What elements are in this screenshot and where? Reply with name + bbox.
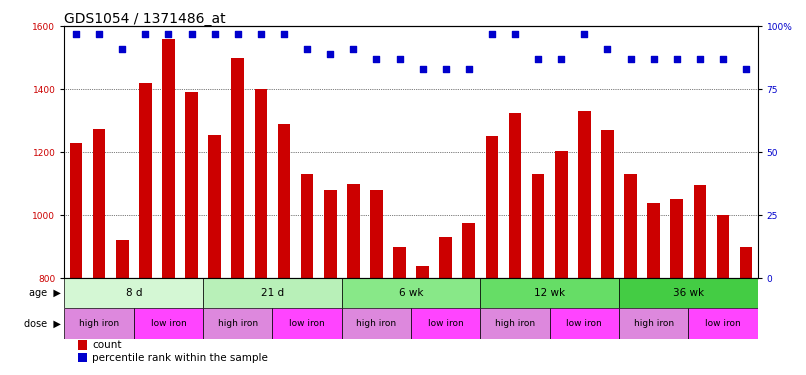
Point xyxy=(370,56,383,62)
Text: high iron: high iron xyxy=(218,319,258,328)
Point xyxy=(463,66,476,72)
Point xyxy=(301,46,314,52)
Point xyxy=(532,56,545,62)
Bar xyxy=(393,247,406,278)
Text: low iron: low iron xyxy=(151,319,186,328)
Bar xyxy=(134,308,203,339)
Bar xyxy=(693,185,706,278)
Bar xyxy=(324,190,337,278)
Point xyxy=(416,66,429,72)
Bar xyxy=(78,340,87,350)
Text: percentile rank within the sample: percentile rank within the sample xyxy=(92,353,268,363)
Bar xyxy=(64,308,134,339)
Bar xyxy=(578,111,591,278)
Bar xyxy=(208,135,221,278)
Bar xyxy=(139,83,152,278)
Text: low iron: low iron xyxy=(705,319,741,328)
Point xyxy=(162,31,175,37)
Point xyxy=(647,56,660,62)
Point xyxy=(277,31,290,37)
Bar xyxy=(485,136,498,278)
Bar xyxy=(277,124,290,278)
Bar xyxy=(619,278,758,308)
Bar xyxy=(480,278,619,308)
Bar xyxy=(717,215,729,278)
Bar xyxy=(411,308,480,339)
Point xyxy=(509,31,521,37)
Bar xyxy=(342,278,480,308)
Point xyxy=(601,46,614,52)
Bar xyxy=(619,308,688,339)
Bar xyxy=(671,200,683,278)
Bar xyxy=(624,174,637,278)
Text: high iron: high iron xyxy=(79,319,119,328)
Bar xyxy=(231,58,244,278)
Point xyxy=(208,31,221,37)
Text: count: count xyxy=(92,340,122,350)
Bar xyxy=(203,278,342,308)
Point xyxy=(717,56,729,62)
Text: low iron: low iron xyxy=(289,319,325,328)
Bar xyxy=(370,190,383,278)
Text: low iron: low iron xyxy=(428,319,463,328)
Text: high iron: high iron xyxy=(356,319,397,328)
Bar xyxy=(688,308,758,339)
Bar xyxy=(601,130,614,278)
Text: GDS1054 / 1371486_at: GDS1054 / 1371486_at xyxy=(64,12,226,26)
Point xyxy=(347,46,359,52)
Text: low iron: low iron xyxy=(567,319,602,328)
Text: high iron: high iron xyxy=(495,319,535,328)
Text: 21 d: 21 d xyxy=(261,288,284,298)
Point xyxy=(324,51,337,57)
Bar xyxy=(301,174,314,278)
Point xyxy=(485,31,498,37)
Text: 12 wk: 12 wk xyxy=(534,288,565,298)
Point xyxy=(93,31,106,37)
Point xyxy=(693,56,706,62)
Point xyxy=(578,31,591,37)
Bar xyxy=(463,223,476,278)
Bar xyxy=(555,151,567,278)
Point xyxy=(255,31,268,37)
Bar xyxy=(509,113,521,278)
Bar xyxy=(255,89,268,278)
Point xyxy=(671,56,683,62)
Bar xyxy=(342,308,411,339)
Point xyxy=(555,56,567,62)
Bar xyxy=(78,353,87,363)
Bar xyxy=(64,278,203,308)
Point xyxy=(624,56,637,62)
Bar xyxy=(480,308,550,339)
Bar xyxy=(550,308,619,339)
Point xyxy=(740,66,753,72)
Bar xyxy=(416,266,429,278)
Bar xyxy=(439,237,452,278)
Bar xyxy=(347,184,359,278)
Bar xyxy=(185,92,198,278)
Bar xyxy=(93,129,106,278)
Bar xyxy=(116,240,129,278)
Point xyxy=(69,31,82,37)
Point xyxy=(393,56,406,62)
Point xyxy=(439,66,452,72)
Bar xyxy=(532,174,545,278)
Point xyxy=(139,31,152,37)
Text: dose  ▶: dose ▶ xyxy=(24,318,61,328)
Bar xyxy=(740,247,753,278)
Text: 6 wk: 6 wk xyxy=(399,288,423,298)
Bar xyxy=(647,202,660,278)
Point xyxy=(231,31,244,37)
Bar xyxy=(69,143,82,278)
Text: age  ▶: age ▶ xyxy=(29,288,61,298)
Bar xyxy=(203,308,272,339)
Text: 36 wk: 36 wk xyxy=(673,288,704,298)
Bar xyxy=(272,308,342,339)
Point xyxy=(185,31,198,37)
Bar xyxy=(162,39,175,278)
Text: 8 d: 8 d xyxy=(126,288,142,298)
Text: high iron: high iron xyxy=(634,319,674,328)
Point xyxy=(116,46,129,52)
